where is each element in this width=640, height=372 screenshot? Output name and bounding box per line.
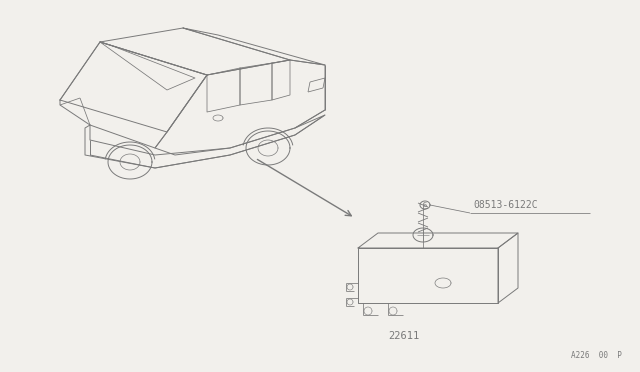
Text: S: S: [423, 202, 427, 208]
Text: A226  00  P: A226 00 P: [571, 351, 622, 360]
Text: 08513-6122C: 08513-6122C: [473, 200, 538, 210]
Text: 22611: 22611: [388, 331, 419, 341]
